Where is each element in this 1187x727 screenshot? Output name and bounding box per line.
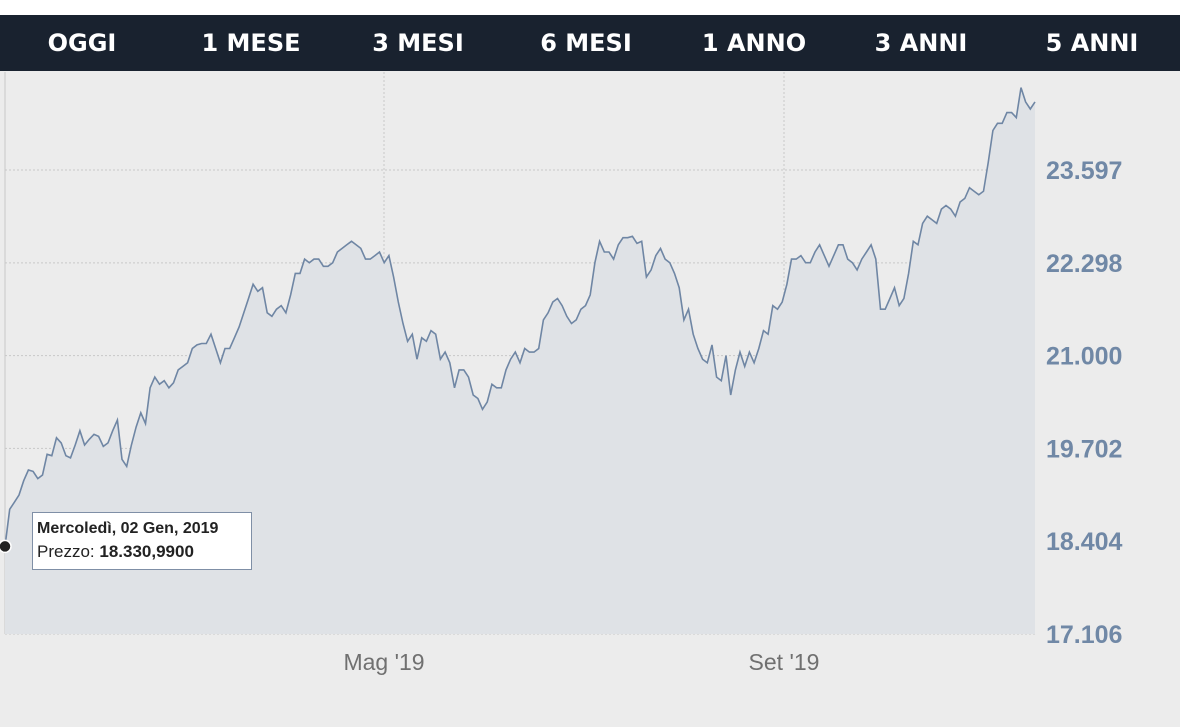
tooltip-price: Prezzo: 18.330,9900 [37, 540, 251, 564]
x-tick-label: Set '19 [749, 649, 820, 675]
tab-3-mesi[interactable]: 3 MESI [372, 29, 464, 57]
x-tick-label: Mag '19 [343, 649, 424, 675]
x-axis-labels: Mag '19 Set '19 [343, 649, 819, 675]
y-tick-label: 21.000 [1046, 343, 1122, 371]
y-tick-label: 18.404 [1046, 528, 1123, 556]
y-tick-label: 22.298 [1046, 250, 1123, 278]
tab-1-anno[interactable]: 1 ANNO [701, 29, 807, 57]
price-tooltip: Mercoledì, 02 Gen, 2019 Prezzo: 18.330,9… [32, 512, 252, 570]
y-axis-labels: 17.106 18.404 19.702 21.000 22.298 23.597 [1046, 157, 1123, 649]
price-area-fill [5, 87, 1035, 635]
hover-marker [0, 539, 12, 554]
y-tick-label: 17.106 [1046, 621, 1122, 649]
tab-1-mese[interactable]: 1 MESE [201, 29, 301, 57]
tab-3-anni[interactable]: 3 ANNI [874, 29, 968, 57]
tooltip-date: Mercoledì, 02 Gen, 2019 [37, 520, 219, 537]
tab-5-anni[interactable]: 5 ANNI [1045, 29, 1139, 57]
tooltip-price-value: 18.330,9900 [99, 542, 194, 561]
price-line [4, 87, 1036, 547]
top-margin [0, 0, 1187, 15]
right-margin [1180, 15, 1187, 727]
tab-oggi[interactable]: OGGI [47, 29, 117, 57]
period-tab-bar: OGGI 1 MESE 3 MESI 6 MESI 1 ANNO 3 ANNI … [0, 15, 1180, 71]
y-tick-label: 23.597 [1046, 157, 1122, 185]
y-tick-label: 19.702 [1046, 435, 1122, 463]
tab-6-mesi[interactable]: 6 MESI [540, 29, 632, 57]
tooltip-price-label: Prezzo: [37, 542, 95, 561]
